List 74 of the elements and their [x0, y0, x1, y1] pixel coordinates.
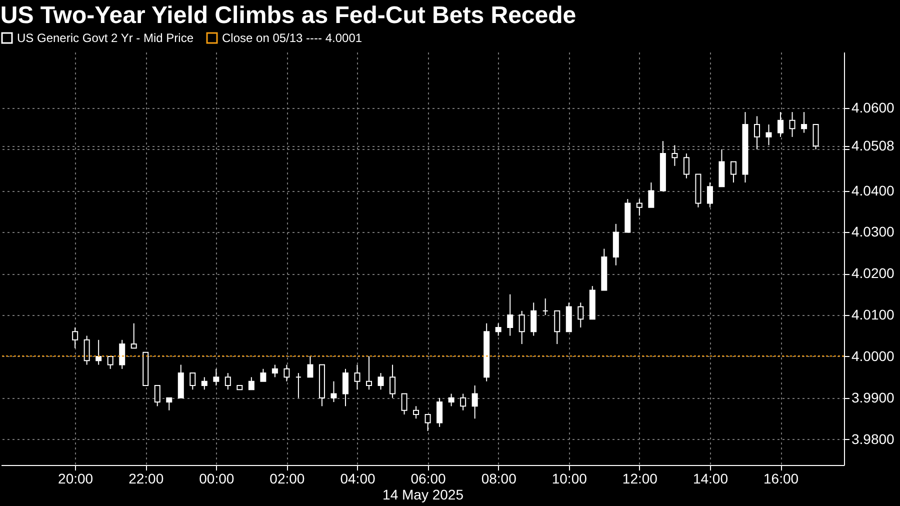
candlestick [507, 294, 514, 336]
x-tick-label: 08:00 [481, 470, 517, 486]
y-tick-label: 4.0300 [852, 224, 895, 240]
y-tick-label: 4.0200 [852, 265, 895, 282]
legend-label: US Generic Govt 2 Yr - Mid Price [17, 31, 194, 45]
candlestick [460, 393, 466, 411]
candlestick [518, 310, 525, 345]
candlestick [84, 335, 90, 366]
candlestick [542, 298, 548, 316]
x-tick-label: 16:00 [763, 470, 799, 486]
candlestick [284, 364, 290, 382]
candlestick [307, 356, 314, 378]
y-tick-label: 4.0600 [852, 99, 895, 116]
candlestick [190, 372, 196, 390]
candlestick [436, 397, 443, 428]
candlestick [378, 372, 384, 390]
x-tick-label: 20:00 [58, 470, 94, 486]
candlestick [706, 182, 713, 208]
candlestick [354, 364, 360, 390]
candlestick [683, 152, 690, 179]
candlestick [166, 397, 172, 411]
y-tick-label: 4.0400 [852, 182, 895, 198]
candlestick [390, 364, 396, 398]
candlestick [789, 112, 796, 138]
y-tick-label: 4.0508 [852, 138, 895, 154]
candlestick [272, 364, 278, 378]
x-tick-label: 06:00 [410, 470, 446, 486]
candlestick [260, 368, 266, 382]
candlestick [154, 384, 160, 407]
candlestick [554, 310, 560, 345]
x-tick-label: 02:00 [270, 470, 305, 486]
y-tick-label: 4.0000 [852, 348, 895, 364]
candlestick [366, 356, 372, 390]
candlestick [107, 356, 114, 370]
candlestick [424, 414, 431, 432]
candlestick [636, 198, 642, 216]
candlestick [295, 372, 302, 398]
candlestick [342, 368, 348, 407]
candlestick [530, 302, 537, 336]
candlestick [448, 393, 454, 407]
candlestick [224, 372, 231, 390]
x-tick-label: 00:00 [199, 470, 234, 486]
legend-label: Close on 05/13 ---- 4.0001 [222, 31, 362, 45]
chart-title: US Two-Year Yield Climbs as Fed-Cut Bets Recede [0, 2, 576, 29]
candlestick [201, 376, 208, 390]
candlestick [778, 112, 784, 138]
candlestick [72, 326, 78, 349]
x-tick-label: 12:00 [622, 470, 658, 486]
x-tick-label: 10:00 [552, 470, 588, 486]
candlestick [119, 339, 126, 370]
candlestick [248, 376, 254, 390]
candlestick [130, 322, 137, 349]
candlestick [801, 112, 808, 134]
candlestick [648, 182, 654, 208]
candlestick [766, 124, 772, 146]
candlestick [672, 144, 678, 166]
x-tick-label: 14:00 [692, 470, 728, 486]
y-tick-label: 4.0100 [852, 306, 895, 323]
candlestick [413, 406, 420, 420]
candlestick [578, 302, 584, 328]
candlestick [330, 380, 337, 403]
x-tick-label: 22:00 [128, 470, 164, 486]
candlestick [472, 384, 478, 420]
candlestick [96, 339, 102, 366]
x-tick-label: 04:00 [340, 470, 376, 486]
x-axis-title: 14 May 2025 [382, 486, 464, 502]
candlestick [730, 161, 736, 183]
candlestick [401, 393, 408, 415]
y-tick-label: 3.9800 [852, 430, 895, 447]
candlestick [812, 124, 819, 150]
candlestick [495, 322, 502, 336]
candlestick [213, 368, 220, 386]
y-tick-label: 3.9900 [852, 389, 895, 406]
candlestick [754, 116, 760, 150]
